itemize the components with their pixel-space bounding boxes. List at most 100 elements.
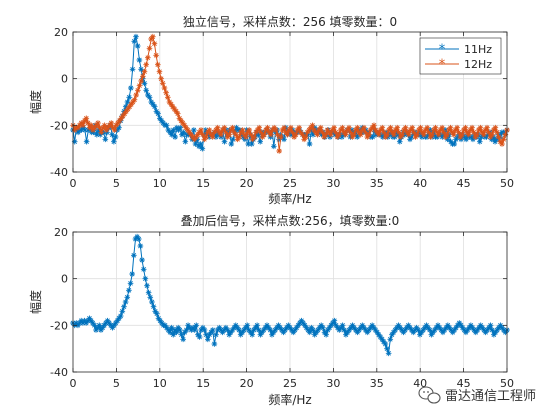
data-point	[497, 138, 504, 145]
data-point	[249, 136, 256, 143]
data-point	[426, 129, 432, 136]
data-point	[224, 134, 231, 140]
data-point	[347, 129, 354, 136]
data-point	[324, 127, 331, 133]
data-point	[346, 327, 352, 333]
data-point	[158, 75, 164, 82]
data-point	[190, 324, 196, 331]
data-point	[336, 131, 342, 138]
data-point	[264, 124, 271, 131]
data-point	[114, 317, 121, 324]
data-point	[461, 134, 468, 140]
x-tick-label: 50	[500, 177, 514, 190]
data-point	[318, 322, 325, 329]
data-point	[453, 324, 459, 331]
data-point	[233, 124, 240, 131]
data-point	[412, 134, 419, 140]
data-point	[400, 329, 407, 336]
x-tick-label: 45	[457, 177, 471, 190]
data-point	[483, 134, 490, 140]
data-point	[371, 122, 377, 129]
data-point	[122, 103, 129, 110]
data-point	[88, 122, 95, 129]
y-tick-label: 0	[61, 73, 68, 86]
data-point	[185, 322, 191, 329]
data-point	[437, 127, 444, 133]
data-point	[155, 61, 161, 68]
data-point	[196, 334, 203, 340]
data-point	[373, 131, 379, 138]
data-point	[372, 127, 379, 133]
data-point	[424, 124, 430, 131]
data-point	[163, 89, 169, 96]
data-point	[141, 80, 148, 87]
data-point	[470, 129, 477, 136]
data-point	[228, 127, 234, 133]
data-point	[191, 136, 198, 143]
data-point	[145, 54, 151, 61]
data-point	[356, 129, 362, 136]
data-point	[464, 129, 470, 136]
data-point	[85, 127, 92, 133]
data-point	[386, 127, 392, 133]
data-point	[101, 122, 108, 129]
data-point	[379, 124, 386, 131]
data-point	[251, 134, 258, 140]
data-point	[477, 124, 484, 131]
data-point	[412, 327, 418, 333]
data-point	[242, 136, 248, 143]
data-point	[111, 138, 117, 145]
data-point	[288, 327, 295, 333]
data-point	[203, 331, 209, 338]
data-point	[246, 327, 252, 333]
data-point	[221, 327, 228, 333]
data-point	[226, 331, 232, 338]
data-point	[163, 324, 170, 331]
data-point	[216, 129, 223, 136]
y-tick-label: -40	[50, 366, 68, 379]
data-point	[199, 131, 206, 138]
data-point	[129, 66, 136, 73]
data-point	[375, 331, 382, 338]
data-point	[125, 106, 131, 112]
data-point	[441, 327, 448, 333]
data-point	[234, 324, 241, 331]
data-point	[197, 141, 204, 147]
data-point	[162, 322, 168, 329]
data-point	[239, 329, 246, 336]
data-point	[492, 138, 498, 145]
data-point	[138, 78, 144, 84]
data-point	[244, 322, 251, 329]
data-point	[226, 131, 233, 138]
data-point	[357, 131, 364, 138]
data-point	[108, 322, 114, 329]
data-point	[398, 327, 405, 333]
data-point	[170, 331, 177, 338]
data-point	[80, 122, 86, 129]
data-point	[165, 127, 172, 133]
data-point	[126, 94, 132, 101]
data-point	[249, 331, 255, 338]
data-point	[95, 120, 101, 126]
data-point	[482, 329, 489, 336]
watermark-text: 雷达通信工程师	[445, 389, 536, 404]
data-point	[123, 108, 130, 115]
data-point	[174, 110, 181, 117]
data-point	[426, 327, 433, 333]
data-point	[445, 322, 451, 329]
data-point	[78, 127, 85, 133]
data-point	[443, 324, 449, 331]
data-point	[113, 122, 120, 129]
data-point	[379, 336, 385, 343]
data-point	[349, 134, 356, 140]
data-point	[81, 117, 88, 124]
data-point	[233, 131, 239, 138]
data-point	[349, 322, 356, 329]
data-point	[422, 127, 429, 133]
data-point	[474, 327, 481, 333]
x-tick-label: 40	[413, 377, 427, 390]
data-point	[275, 322, 282, 329]
data-point	[280, 329, 287, 336]
data-point	[456, 320, 463, 326]
data-point	[372, 327, 379, 333]
